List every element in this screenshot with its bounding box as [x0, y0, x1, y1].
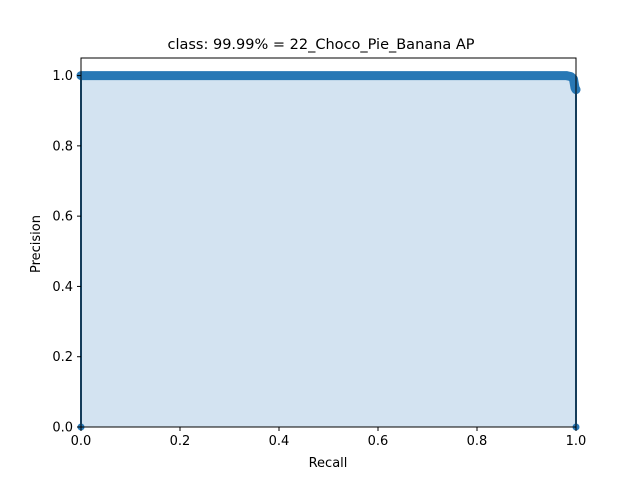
- data-point: [78, 72, 86, 80]
- data-point: [127, 72, 134, 80]
- data-point: [226, 72, 233, 80]
- x-axis-label: Recall: [309, 456, 348, 471]
- data-point: [374, 72, 382, 80]
- area-fill: [81, 75, 576, 427]
- x-tick-label: 0.0: [71, 434, 92, 449]
- data-point: [570, 75, 578, 83]
- x-tick-label: 0.8: [467, 434, 488, 449]
- chart-title: class: 99.99% = 22_Choco_Pie_Banana AP: [167, 37, 474, 53]
- data-point: [176, 72, 184, 80]
- x-tick-label: 1.0: [566, 434, 587, 449]
- y-tick-label: 0.4: [52, 280, 73, 295]
- x-tick-label: 0.6: [368, 434, 389, 449]
- plot-area: [76, 71, 581, 431]
- data-point: [325, 72, 332, 80]
- data-point: [424, 72, 431, 80]
- y-tick-label: 1.0: [52, 69, 73, 84]
- y-tick-label: 0.0: [52, 421, 73, 436]
- data-markers: [76, 71, 581, 431]
- data-point: [523, 72, 530, 80]
- x-tick-label: 0.4: [269, 434, 290, 449]
- y-tick-label: 0.8: [52, 139, 73, 154]
- x-axis-ticks: 0.0 0.2 0.4 0.6 0.8 1.0: [71, 427, 587, 449]
- y-axis-label: Precision: [29, 215, 44, 273]
- data-point: [473, 72, 481, 80]
- y-tick-label: 0.2: [52, 350, 73, 365]
- data-point: [275, 72, 283, 80]
- y-axis-ticks: 0.0 0.2 0.4 0.6 0.8 1.0: [52, 69, 81, 436]
- y-tick-label: 0.6: [52, 210, 73, 225]
- axes-frame: [80, 57, 577, 428]
- x-tick-label: 0.2: [170, 434, 191, 449]
